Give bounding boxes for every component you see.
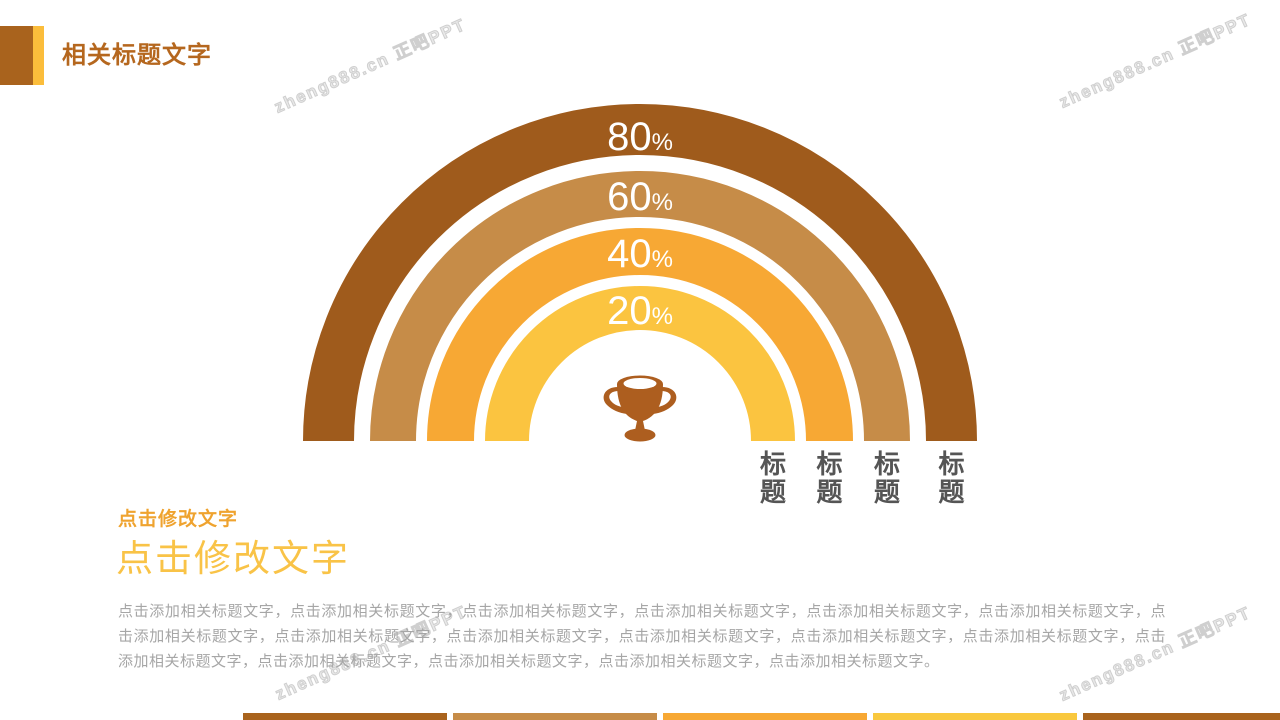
chart-ring-60 [370, 171, 910, 442]
watermark-top-right: zheng888.cn 正吧PPT [1056, 9, 1255, 112]
ring-axis-label-40: 标题 [816, 449, 843, 507]
footer-bar-1 [243, 713, 447, 720]
ring-value-label-80: 80% [607, 115, 673, 159]
ring-value-label-60: 60% [607, 175, 673, 219]
header-accent-brown [0, 26, 33, 85]
content-title: 点击修改文字 [116, 538, 350, 579]
trophy-icon [603, 375, 677, 442]
ring-axis-label-80: 标题 [938, 449, 965, 507]
page-title: 相关标题文字 [62, 42, 212, 69]
content-body: 点击添加相关标题文字，点击添加相关标题文字，点击添加相关标题文字，点击添加相关标… [118, 603, 1166, 670]
footer-bar-3 [663, 713, 867, 720]
footer-bar-4 [873, 713, 1077, 720]
header-accent-yellow [33, 26, 44, 85]
chart-ring-40 [427, 228, 853, 442]
ring-value-label-20: 20% [607, 289, 673, 333]
ring-axis-label-20: 标题 [759, 449, 786, 507]
ring-axis-label-60: 标题 [873, 449, 900, 507]
chart-ring-20 [485, 286, 795, 442]
semicircle-rings-chart: 80% 60% 40% 20% [303, 104, 977, 442]
footer-bar-2 [453, 713, 657, 720]
footer-bar-5 [1083, 713, 1280, 720]
content-subtitle: 点击修改文字 [118, 509, 239, 530]
ring-value-label-40: 40% [607, 232, 673, 276]
chart-ring-80 [303, 104, 977, 442]
